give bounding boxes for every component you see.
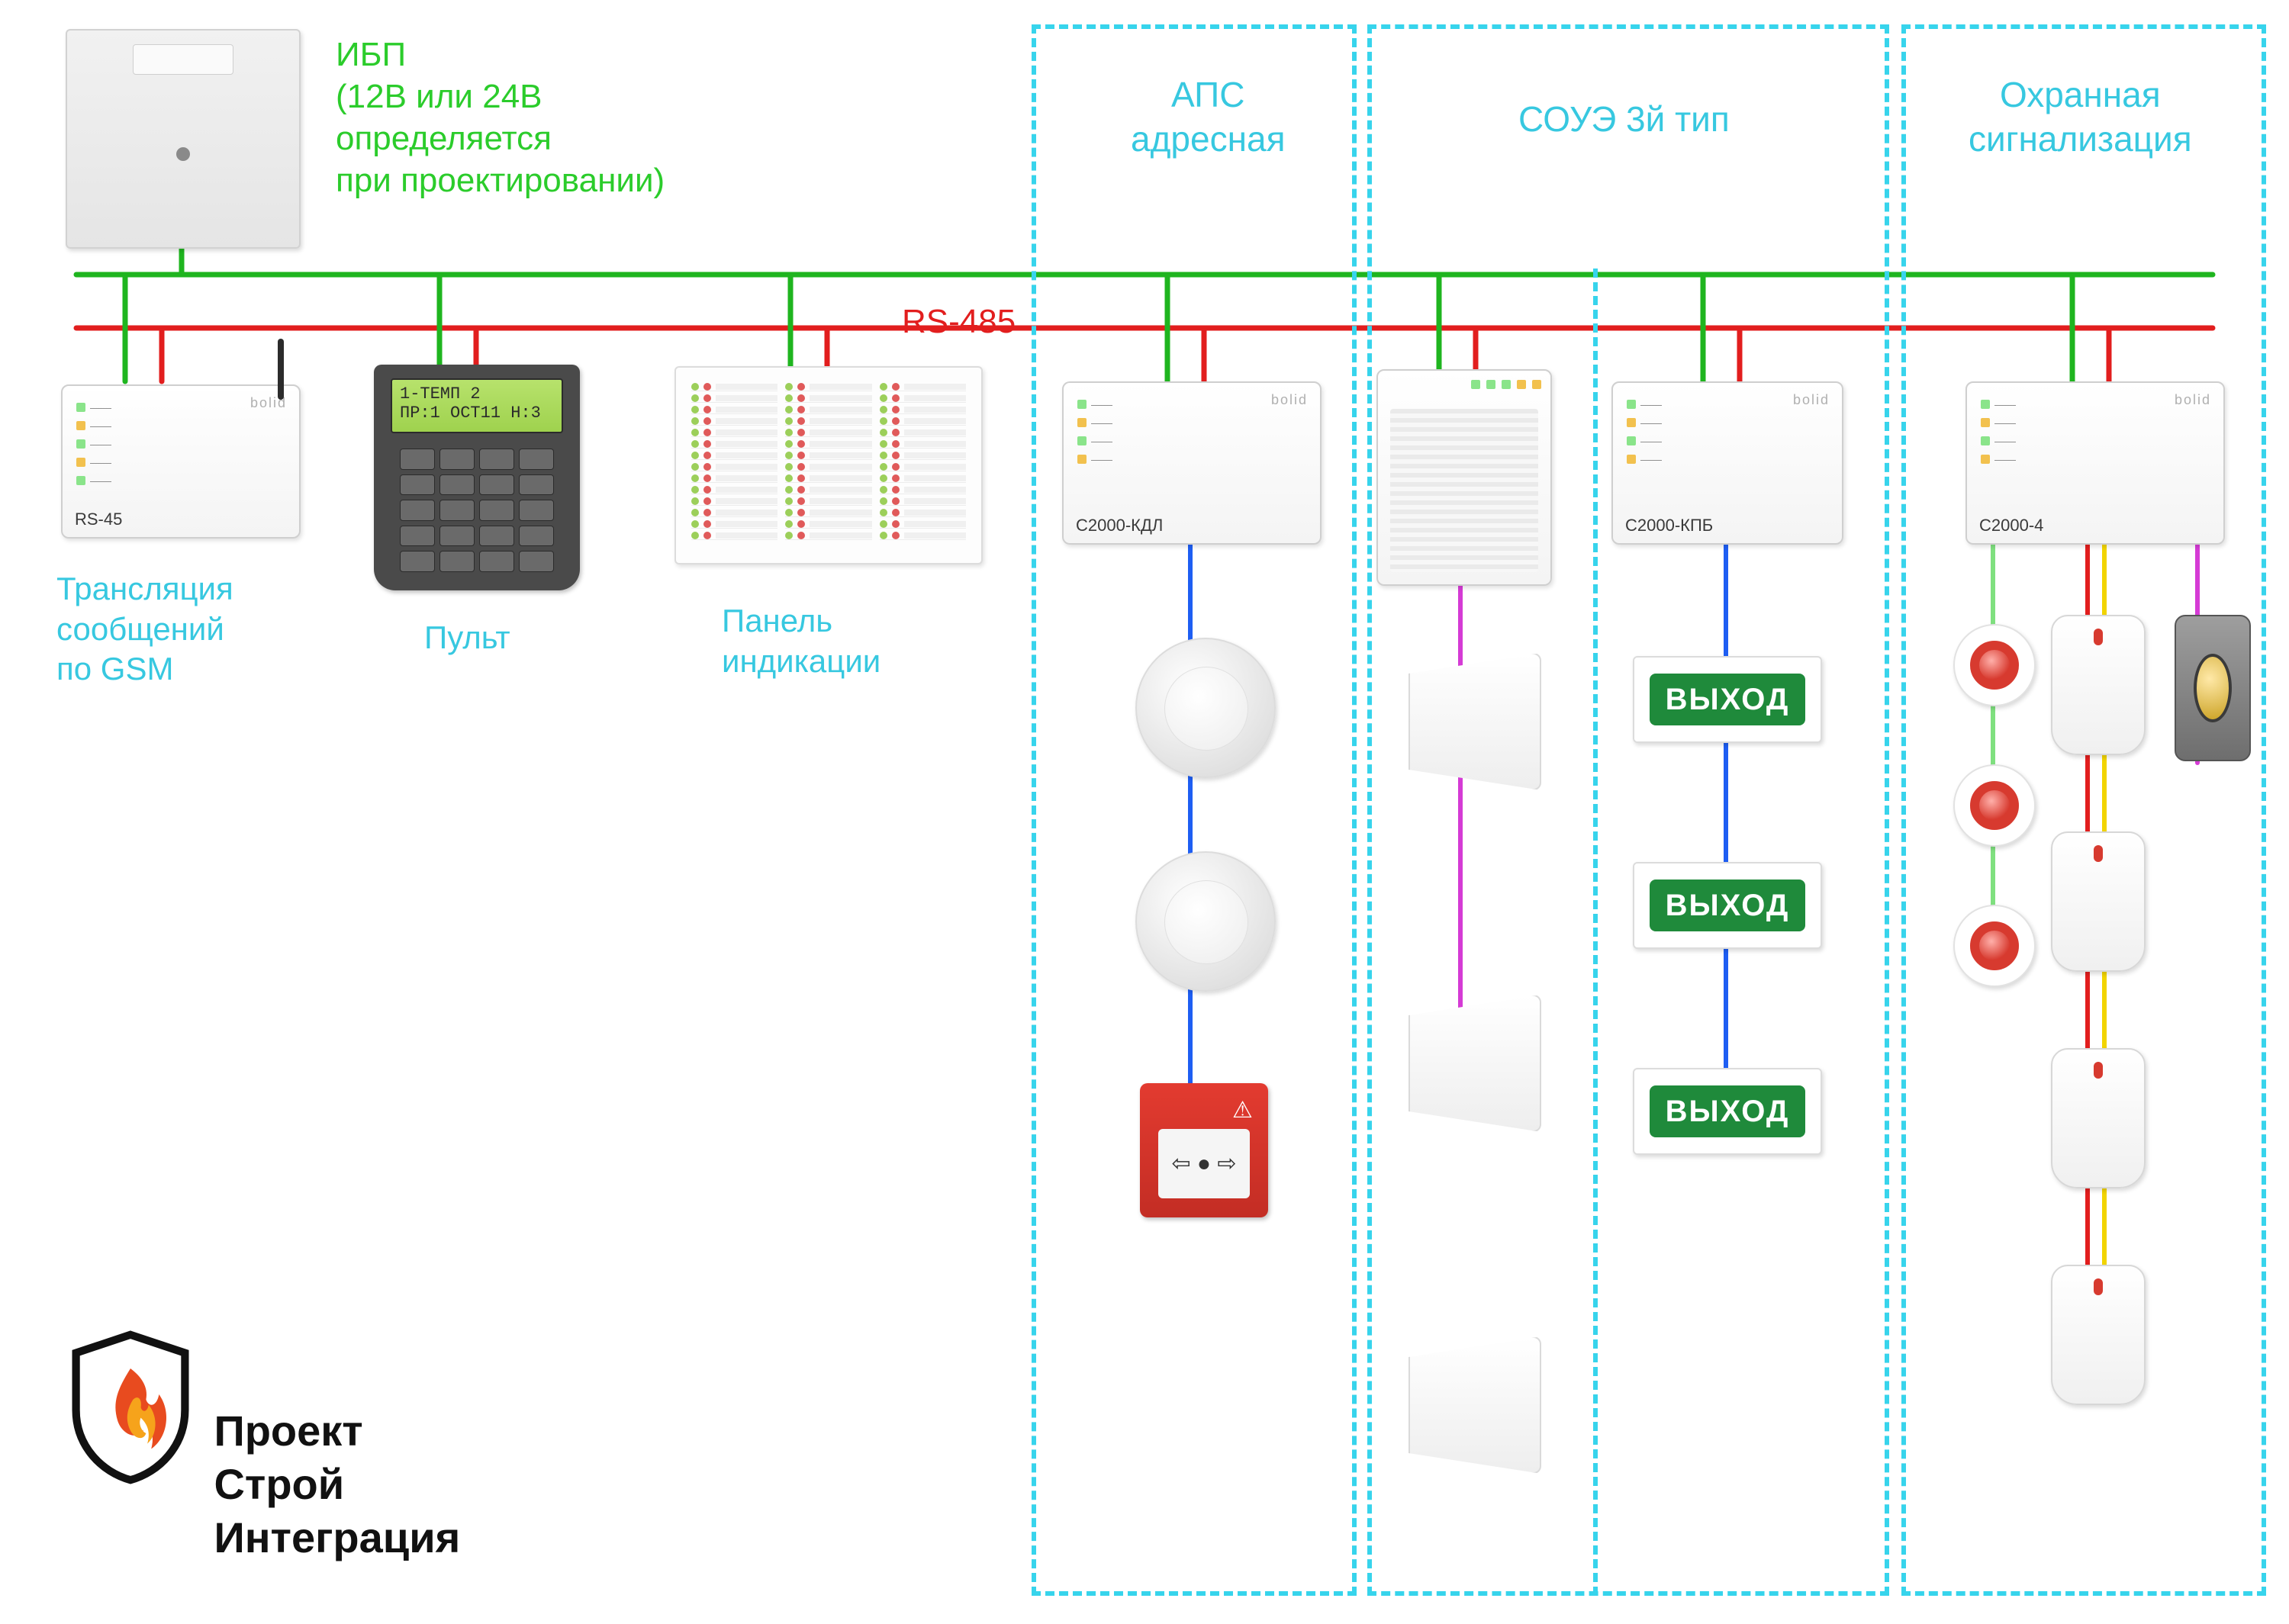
gsm-antenna-icon	[278, 339, 284, 400]
device-label-gsm: Трансляция сообщений по GSM	[56, 569, 233, 690]
ups-lock-icon	[176, 147, 190, 161]
section-title-aps: АПС адресная	[1131, 73, 1286, 161]
doorbell-button	[2175, 615, 2251, 761]
section-title-soue: СОУЭ 3й тип	[1518, 98, 1730, 142]
exit-sign-label: ВЫХОД	[1650, 880, 1806, 931]
device-label-ind: Панель индикации	[722, 601, 881, 681]
exit-device: ВЫХОД	[1633, 1068, 1822, 1155]
section-soue-divider	[1593, 269, 1598, 1596]
detector-device	[1135, 638, 1276, 778]
device-model-label: С2000-КПБ	[1625, 516, 1713, 535]
section-title-sec: Охранная сигнализация	[1969, 73, 2192, 161]
motion-device	[2051, 1265, 2146, 1405]
device-model-label: С2000-КДЛ	[1076, 516, 1163, 535]
doorbell-button-inner	[2194, 654, 2232, 723]
device-s4: ————————С2000-4bolid	[1965, 381, 2225, 545]
device-kdl: ————————С2000-КДЛbolid	[1062, 381, 1322, 545]
device-pult: 1-ТЕМП 2 ПР:1 ОСТ11 Н:3	[374, 365, 580, 590]
mcp-device: ⚠⇦ ● ⇨	[1140, 1083, 1268, 1217]
company-logo-text: Проект Строй Интеграция	[214, 1404, 460, 1565]
speaker-device	[1408, 1336, 1538, 1471]
device-ind	[674, 366, 983, 564]
ups-model-plate	[133, 44, 233, 75]
company-logo: Проект Строй Интеграция	[66, 1327, 460, 1565]
ups-title: ИБП (12В или 24В определяется при проект…	[336, 34, 665, 201]
speaker-device	[1408, 653, 1538, 787]
device-gsm: ——————————RS-45bolid	[61, 384, 301, 539]
device-label-pult: Пульт	[424, 618, 510, 658]
detector-device	[1135, 851, 1276, 992]
exit-sign-label: ВЫХОД	[1650, 674, 1806, 725]
exit-device: ВЫХОД	[1633, 656, 1822, 743]
flame-shield-icon	[66, 1327, 195, 1487]
panic-device	[1953, 764, 2036, 847]
panic-device	[1953, 905, 2036, 987]
motion-device	[2051, 1048, 2146, 1188]
device-amp	[1376, 369, 1552, 586]
ups-cabinet	[66, 29, 301, 249]
motion-device	[2051, 831, 2146, 972]
diagram-stage: ИБП (12В или 24В определяется при проект…	[0, 0, 2289, 1624]
device-kpb: ————————С2000-КПБbolid	[1611, 381, 1843, 545]
section-aps	[1032, 24, 1357, 1596]
motion-device	[2051, 615, 2146, 755]
exit-device: ВЫХОД	[1633, 862, 1822, 949]
bus-label-rs485: RS-485	[902, 301, 1016, 342]
device-model-label: RS-45	[75, 510, 122, 529]
device-model-label: С2000-4	[1979, 516, 2043, 535]
speaker-device	[1408, 995, 1538, 1129]
exit-sign-label: ВЫХОД	[1650, 1085, 1806, 1137]
panic-device	[1953, 624, 2036, 706]
